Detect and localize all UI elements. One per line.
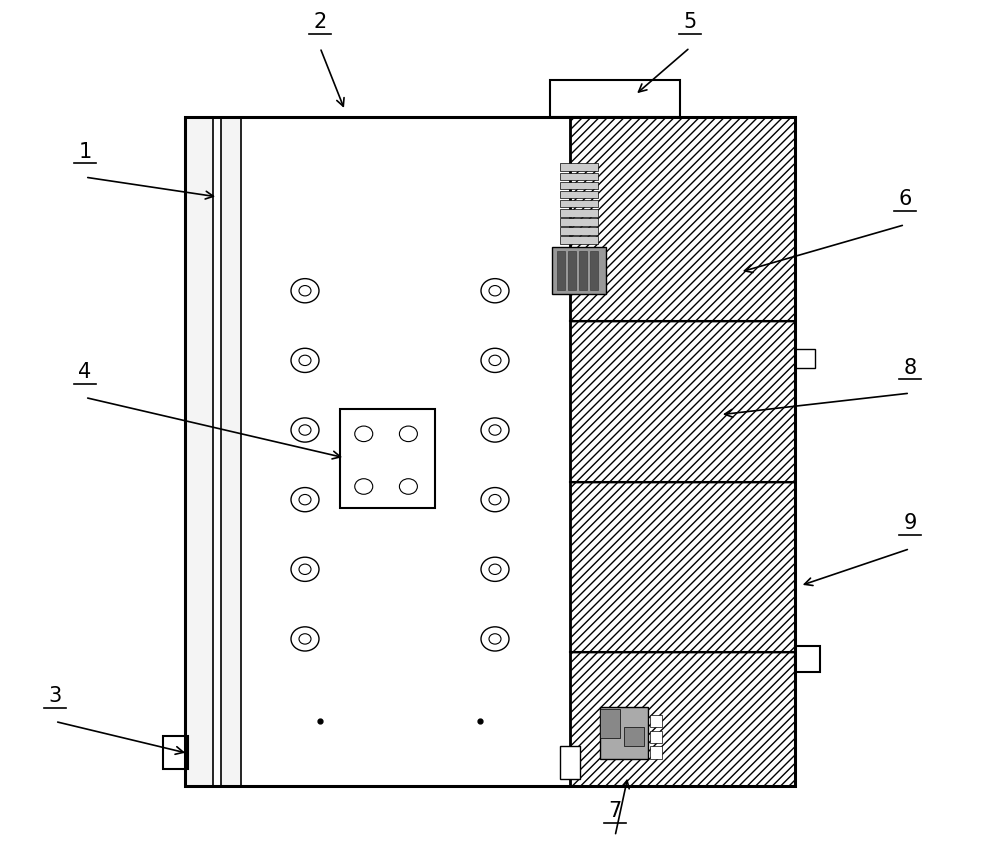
Circle shape [481,278,509,303]
Bar [590,251,598,289]
Text: 4: 4 [78,362,92,382]
Text: 7: 7 [608,801,622,821]
Circle shape [489,494,501,505]
Bar [600,707,648,759]
Bar [795,349,815,368]
Circle shape [291,348,319,372]
Bar [560,163,598,171]
Bar [560,200,598,207]
Circle shape [481,557,509,581]
Bar [570,321,795,481]
Bar [650,715,662,727]
Bar [185,117,213,786]
Bar [340,409,435,508]
Circle shape [291,487,319,511]
Circle shape [481,487,509,511]
Bar [560,173,598,180]
Circle shape [299,285,311,295]
Bar [557,251,565,289]
Circle shape [399,479,417,494]
Circle shape [489,633,501,644]
Bar [560,227,598,235]
Circle shape [399,426,417,442]
Circle shape [489,285,501,295]
Bar [185,117,795,786]
Bar [568,251,576,289]
Circle shape [299,564,311,575]
Bar [221,117,241,786]
Bar [600,709,620,738]
Circle shape [481,626,509,651]
Circle shape [355,479,373,494]
Circle shape [481,348,509,372]
Text: 1: 1 [78,142,92,162]
Bar [560,209,598,217]
Bar [650,731,662,743]
Text: 9: 9 [903,513,917,533]
Bar [550,80,680,117]
Circle shape [291,278,319,303]
Bar [795,646,820,672]
Circle shape [291,626,319,651]
Bar [552,246,606,294]
Circle shape [489,425,501,435]
Circle shape [355,426,373,442]
Bar [570,652,795,786]
Circle shape [299,355,311,365]
Text: 2: 2 [313,12,327,32]
Bar [650,746,662,759]
Bar [570,481,795,652]
Circle shape [291,418,319,442]
Bar [560,237,598,244]
Circle shape [299,633,311,644]
Text: 8: 8 [903,358,917,378]
Text: 3: 3 [48,686,62,706]
Bar [560,181,598,189]
Circle shape [489,564,501,575]
Circle shape [299,425,311,435]
Circle shape [489,355,501,365]
Text: 5: 5 [683,12,697,32]
Bar [560,746,580,779]
Bar [163,736,188,769]
Circle shape [299,494,311,505]
Bar [624,727,644,746]
Bar [570,117,795,321]
Bar [560,218,598,226]
Text: 6: 6 [898,189,912,209]
Circle shape [481,418,509,442]
Circle shape [291,557,319,581]
Bar [579,251,587,289]
Bar [560,191,598,198]
